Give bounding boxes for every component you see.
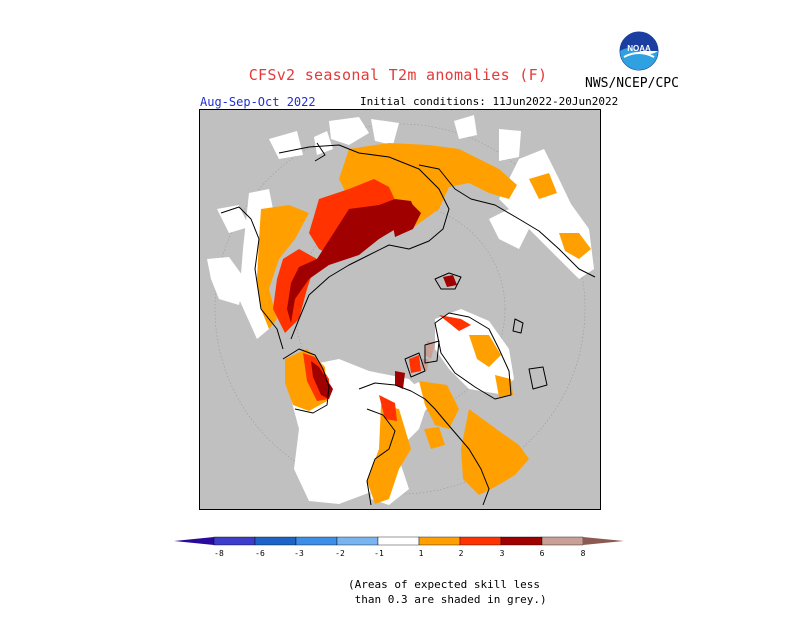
legend-swatch: [213, 536, 256, 546]
legend-swatch: [418, 536, 461, 546]
legend-swatch: [500, 536, 543, 546]
chart-title: CFSv2 seasonal T2m anomalies (F): [248, 66, 548, 84]
coastlines: [220, 142, 596, 506]
legend-swatch: [541, 536, 584, 546]
legend-swatch: [254, 536, 297, 546]
legend-tick: 8: [581, 549, 586, 558]
legend-tick: -1: [374, 549, 384, 558]
noaa-logo: NOAA: [619, 31, 659, 71]
legend-swatch-highest: [583, 537, 624, 545]
polar-map: [199, 109, 601, 510]
legend-swatch: [377, 536, 420, 546]
legend-tick: 1: [419, 549, 424, 558]
legend-tick: 3: [500, 549, 505, 558]
footnote-line-2: than 0.3 are shaded in grey.): [348, 593, 547, 606]
legend-tick: -2: [335, 549, 345, 558]
anomaly-6-8-regions: [421, 341, 435, 371]
legend-tick: 2: [459, 549, 464, 558]
legend-tick: 6: [540, 549, 545, 558]
legend-tick: -6: [255, 549, 265, 558]
legend-swatch: [459, 536, 502, 546]
footnote-line-1: (Areas of expected skill less: [348, 578, 541, 591]
legend-swatch: [336, 536, 379, 546]
legend-swatch-lowest: [174, 537, 214, 545]
footnote: (Areas of expected skill less than 0.3 a…: [348, 577, 547, 607]
legend-tick: -3: [294, 549, 304, 558]
period-label: Aug-Sep-Oct 2022: [200, 95, 316, 109]
agency-label: NWS/NCEP/CPC: [585, 76, 679, 91]
logo-text: NOAA: [627, 44, 651, 53]
anomaly-3-6-regions: [287, 199, 457, 399]
color-legend: -8 -6 -3 -2 -1 1 2 3 6 8: [174, 536, 624, 558]
legend-swatch: [295, 536, 338, 546]
initial-conditions-label: Initial conditions: 11Jun2022-20Jun2022: [360, 95, 619, 108]
legend-tick: -8: [214, 549, 224, 558]
